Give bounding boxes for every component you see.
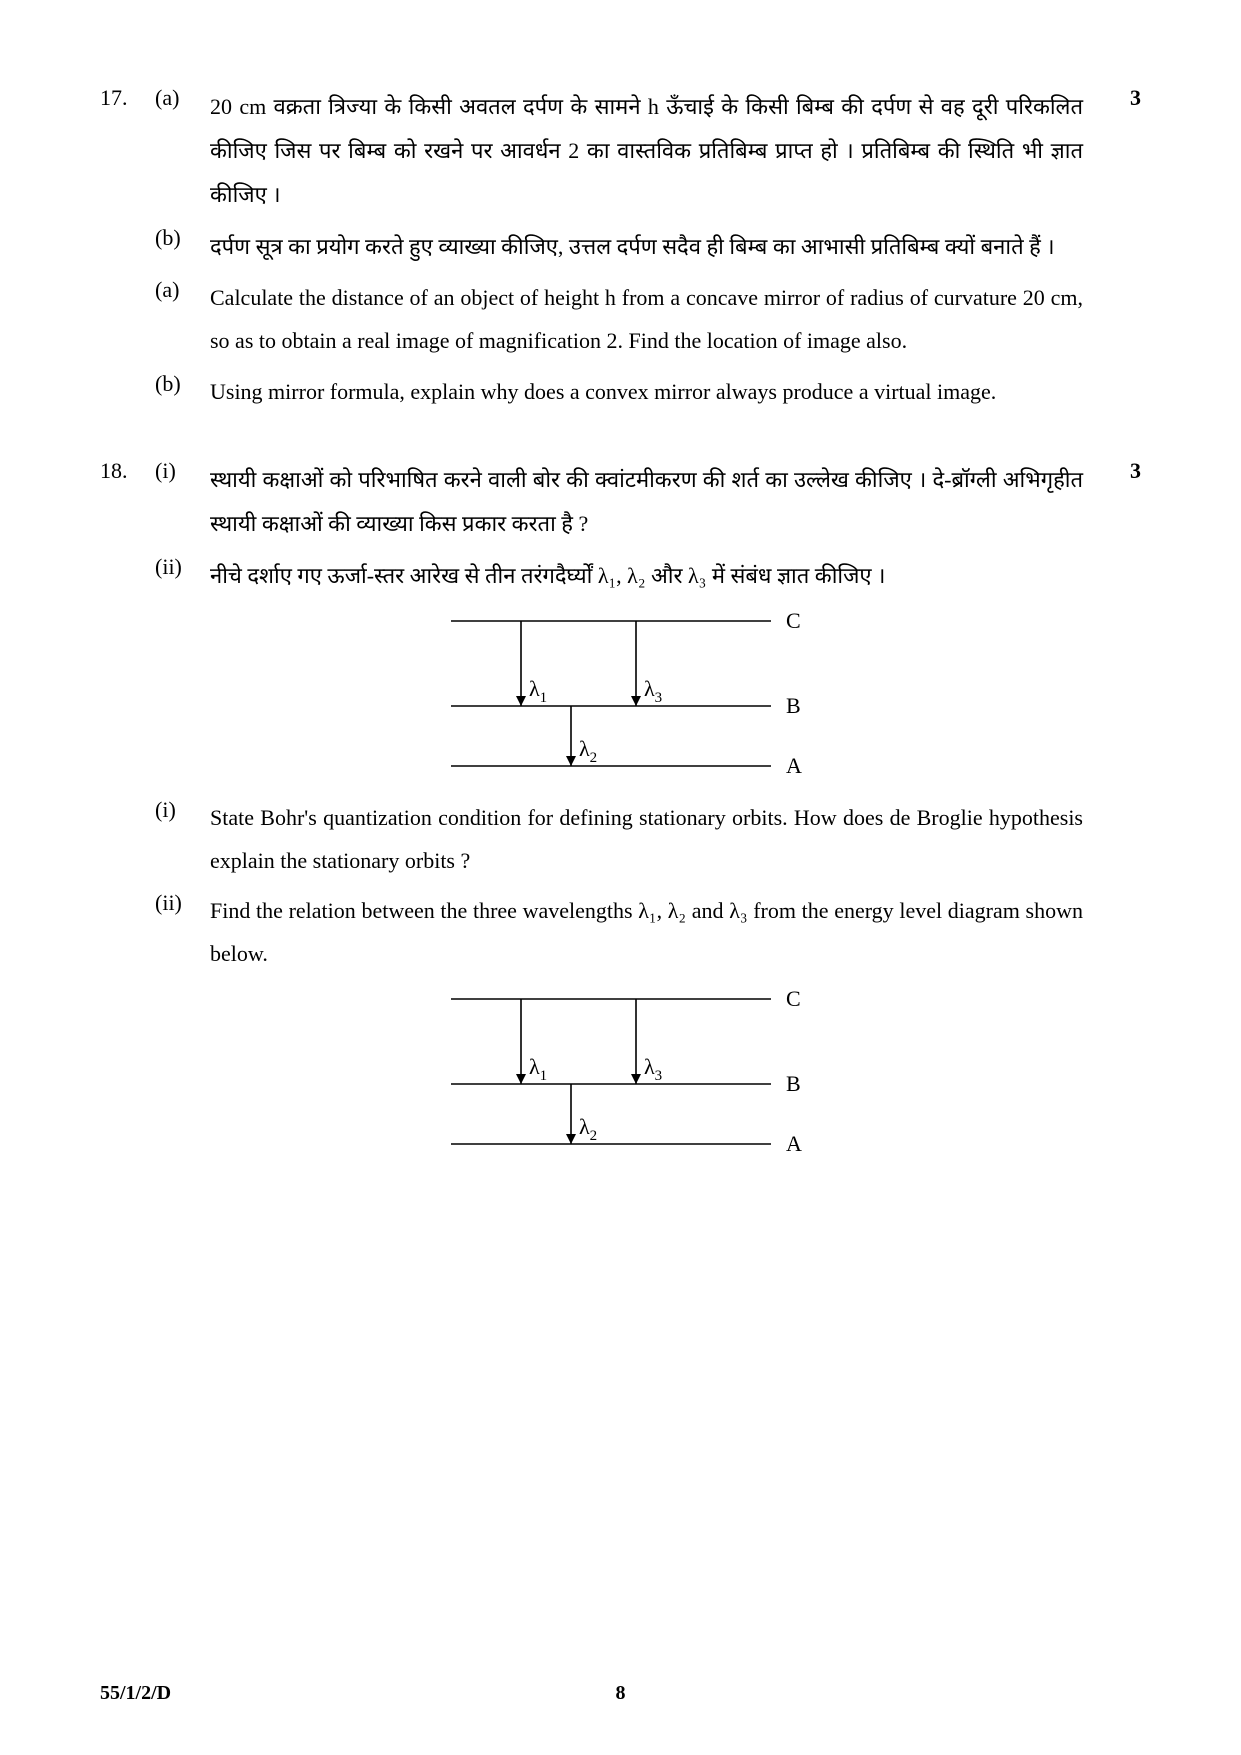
svg-text:A: A xyxy=(786,753,802,778)
svg-text:λ3: λ3 xyxy=(644,676,662,706)
svg-text:A: A xyxy=(786,1131,802,1156)
q17-number: 17. xyxy=(100,85,155,111)
energy-level-diagram-1: C B Aλ1 λ2 λ3 xyxy=(431,606,811,781)
q17-a-en-label: (a) xyxy=(155,277,210,303)
q17-b-hi-text: दर्पण सूत्र का प्रयोग करते हुए व्याख्या … xyxy=(210,225,1083,269)
q17-a-hi-label: (a) xyxy=(155,85,210,111)
footer-page-number: 8 xyxy=(616,1682,626,1705)
svg-text:λ1: λ1 xyxy=(529,676,547,706)
svg-text:λ2: λ2 xyxy=(579,1114,597,1144)
svg-text:B: B xyxy=(786,1071,801,1096)
q18-marks: 3 xyxy=(1101,458,1141,484)
svg-text:λ1: λ1 xyxy=(529,1054,547,1084)
footer-code: 55/1/2/D xyxy=(100,1682,171,1705)
q18-ii-en-label: (ii) xyxy=(155,890,210,916)
svg-text:C: C xyxy=(786,608,801,633)
q17-b-en-label: (b) xyxy=(155,371,210,397)
q18-i-hi-label: (i) xyxy=(155,458,210,484)
q18-i-hi-text: स्थायी कक्षाओं को परिभाषित करने वाली बोर… xyxy=(210,458,1083,546)
svg-text:B: B xyxy=(786,693,801,718)
q18-i-en-label: (i) xyxy=(155,797,210,823)
energy-level-diagram-2: C B Aλ1 λ2 λ3 xyxy=(431,984,811,1159)
q17-marks: 3 xyxy=(1101,85,1141,111)
svg-text:λ2: λ2 xyxy=(579,736,597,766)
q18-number: 18. xyxy=(100,458,155,484)
q17-b-en-text: Using mirror formula, explain why does a… xyxy=(210,371,1083,414)
q17-b-hi-label: (b) xyxy=(155,225,210,251)
q18-ii-hi-label: (ii) xyxy=(155,554,210,580)
svg-text:C: C xyxy=(786,986,801,1011)
q18-ii-hi-text: नीचे दर्शाए गए ऊर्जा-स्तर आरेख से तीन तर… xyxy=(210,554,1083,598)
q17-a-hi-text: 20 cm वक्रता त्रिज्या के किसी अवतल दर्पण… xyxy=(210,85,1083,217)
q18-ii-en-text: Find the relation between the three wave… xyxy=(210,890,1083,976)
q17-a-en-text: Calculate the distance of an object of h… xyxy=(210,277,1083,363)
q18-i-en-text: State Bohr's quantization condition for … xyxy=(210,797,1083,883)
svg-text:λ3: λ3 xyxy=(644,1054,662,1084)
